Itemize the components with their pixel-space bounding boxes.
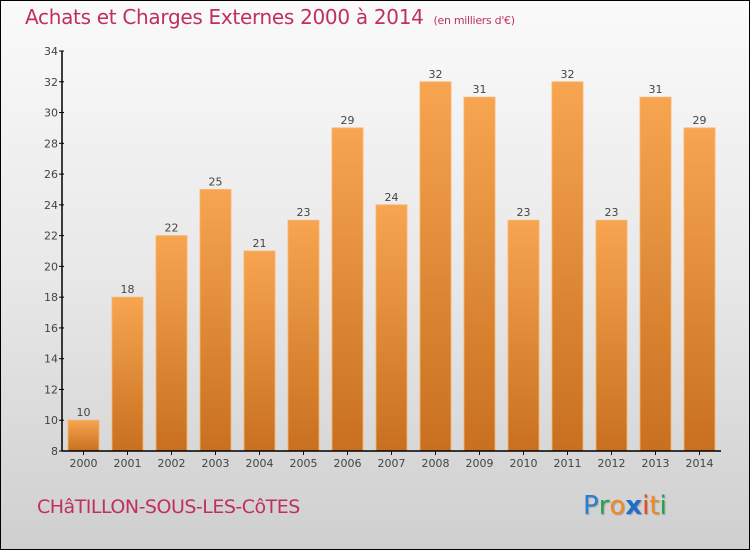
y-tick-label: 26 (44, 168, 58, 181)
y-tick-label: 20 (44, 260, 58, 273)
data-label-2004: 21 (253, 237, 267, 250)
bar-2005 (287, 219, 320, 452)
data-label-2002: 22 (165, 222, 179, 235)
x-tick-label: 2009 (466, 457, 494, 470)
x-tick-label: 2010 (510, 457, 538, 470)
logo-letter: t (649, 491, 660, 521)
y-tick-label: 8 (51, 445, 58, 458)
data-label-2014: 29 (693, 114, 707, 127)
x-tick-label: 2013 (642, 457, 670, 470)
data-label-2001: 18 (121, 283, 135, 296)
bar-2007 (375, 204, 408, 452)
bar-2000 (67, 419, 100, 452)
y-tick-label: 32 (44, 76, 58, 89)
x-tick-label: 2007 (378, 457, 406, 470)
bar-2011 (551, 81, 584, 452)
y-axis: 8 10 12 14 16 18 20 22 24 26 28 30 32 34 (44, 45, 64, 458)
bar-2009 (463, 96, 496, 452)
y-tick-label: 34 (44, 45, 58, 58)
x-tick-label: 2012 (598, 457, 626, 470)
y-tick-label: 12 (44, 383, 58, 396)
bars-group: 10 18 22 25 21 23 29 24 32 31 23 32 23 31 29 (67, 68, 716, 452)
x-tick-label: 2002 (158, 457, 186, 470)
x-tick-label: 2005 (290, 457, 318, 470)
y-tick-label: 22 (44, 230, 58, 243)
logo-letter: r (598, 491, 610, 521)
x-axis: 2000 2001 2002 2003 2004 2005 2006 2007 2008 2009… (62, 450, 721, 470)
data-label-2007: 24 (385, 191, 399, 204)
logo-letter: o (609, 491, 626, 521)
proxiti-logo[interactable]: Proxiti (583, 491, 667, 521)
bar-2003 (199, 189, 232, 452)
x-tick-label: 2011 (554, 457, 582, 470)
bar-2013 (639, 96, 672, 452)
x-tick-label: 2006 (334, 457, 362, 470)
logo-letter: P (583, 491, 599, 521)
data-label-2008: 32 (429, 68, 443, 81)
commune-name: CHâTILLON-SOUS-LES-CôTES (37, 496, 300, 518)
data-label-2000: 10 (77, 406, 91, 419)
data-label-2006: 29 (341, 114, 355, 127)
logo-letter: x (625, 491, 643, 521)
data-label-2003: 25 (209, 175, 223, 188)
chart-title: Achats et Charges Externes 2000 à 2014 (e… (25, 5, 515, 29)
y-tick-label: 30 (44, 107, 58, 120)
y-tick-label: 18 (44, 291, 58, 304)
data-label-2012: 23 (605, 206, 619, 219)
data-label-2005: 23 (297, 206, 311, 219)
chart-title-text: Achats et Charges Externes 2000 à 2014 (25, 5, 424, 29)
y-tick-label: 14 (44, 353, 58, 366)
data-label-2010: 23 (517, 206, 531, 219)
logo-letter: i (642, 491, 650, 521)
data-label-2009: 31 (473, 83, 487, 96)
bar-2001 (111, 296, 144, 452)
y-tick-label: 28 (44, 137, 58, 150)
x-tick-label: 2003 (202, 457, 230, 470)
y-tick-label: 24 (44, 199, 58, 212)
bar-2014 (683, 127, 716, 452)
x-tick-label: 2008 (422, 457, 450, 470)
bar-2010 (507, 219, 540, 452)
x-tick-label: 2014 (686, 457, 714, 470)
data-label-2013: 31 (649, 83, 663, 96)
data-label-2011: 32 (561, 68, 575, 81)
x-tick-label: 2000 (70, 457, 98, 470)
bar-2012 (595, 219, 628, 452)
bar-2006 (331, 127, 364, 452)
y-tick-label: 10 (44, 414, 58, 427)
x-tick-label: 2004 (246, 457, 274, 470)
chart-subtitle: (en milliers d'€) (433, 14, 515, 27)
bar-2008 (419, 81, 452, 452)
logo-letter: i (659, 491, 667, 521)
x-tick-label: 2001 (114, 457, 142, 470)
y-tick-label: 16 (44, 322, 58, 335)
bar-2004 (243, 250, 276, 452)
bar-2002 (155, 235, 188, 452)
